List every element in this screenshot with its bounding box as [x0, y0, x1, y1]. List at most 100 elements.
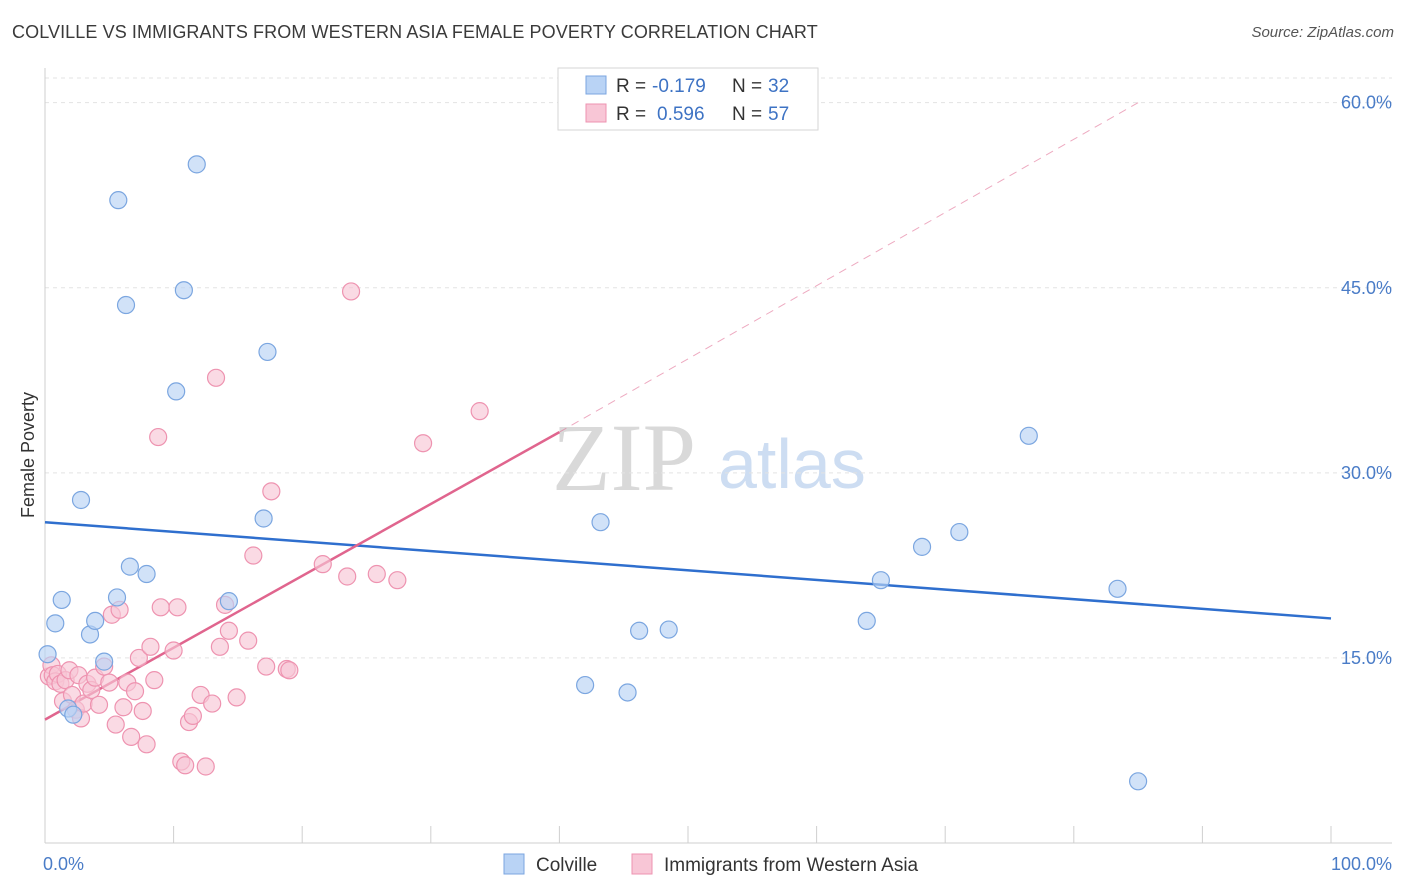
point-immigrants	[164, 641, 183, 660]
point-colville	[258, 342, 277, 362]
point-colville	[219, 592, 238, 611]
legend-r-label-colville: R =	[616, 76, 646, 97]
axes: 15.0% 30.0% 45.0% 60.0% 0.0% 100.0%	[43, 68, 1392, 874]
point-immigrants	[341, 282, 361, 301]
legend-swatch-immigrants	[585, 103, 607, 123]
point-colville	[1128, 772, 1148, 791]
legend-n-value-immigrants: 57	[768, 104, 789, 125]
legend-r-label-immigrants: R =	[616, 104, 646, 125]
point-immigrants	[203, 694, 222, 713]
y-tick-label: 60.0%	[1341, 93, 1392, 113]
trend-line-immigrants	[44, 431, 561, 721]
chart-title: COLVILLE VS IMMIGRANTS FROM WESTERN ASIA…	[12, 22, 818, 42]
legend-n-label-colville: N =	[732, 76, 762, 97]
y-axis-title: Female Poverty	[18, 392, 38, 518]
point-colville	[591, 513, 610, 532]
point-immigrants	[262, 482, 281, 501]
series-legend: Colville Immigrants from Western Asia	[503, 853, 919, 876]
bottom-legend-label-colville: Colville	[536, 855, 597, 876]
grid-lines	[45, 77, 1392, 659]
legend-r-value-immigrants: 0.596	[657, 104, 705, 125]
point-immigrants	[338, 567, 357, 586]
point-immigrants	[239, 631, 258, 650]
point-immigrants	[176, 756, 195, 775]
x-tick-label-min: 0.0%	[43, 854, 84, 874]
legend-n-value-colville: 32	[768, 76, 789, 97]
point-colville	[1108, 579, 1127, 598]
legend-n-label-immigrants: N =	[732, 104, 762, 125]
point-colville	[254, 509, 273, 528]
point-immigrants	[151, 598, 170, 617]
y-tick-label: 15.0%	[1341, 648, 1392, 668]
bottom-legend-swatch-immigrants	[631, 853, 653, 875]
point-immigrants	[122, 727, 141, 746]
point-immigrants	[183, 706, 202, 726]
bottom-legend-label-immigrants: Immigrants from Western Asia	[664, 855, 919, 876]
point-immigrants	[89, 695, 109, 714]
point-colville	[618, 683, 637, 702]
x-tick-label-max: 100.0%	[1331, 854, 1392, 874]
point-colville	[107, 588, 127, 607]
point-colville	[52, 590, 71, 610]
point-colville	[71, 490, 91, 510]
legend-r-value-colville: -0.179	[652, 76, 706, 97]
point-colville	[116, 295, 136, 315]
point-immigrants	[141, 637, 160, 656]
point-colville	[109, 191, 128, 210]
point-immigrants	[413, 434, 433, 453]
point-colville	[871, 571, 891, 590]
point-colville	[857, 611, 876, 631]
point-colville	[86, 611, 105, 631]
point-immigrants	[168, 598, 187, 617]
point-immigrants	[133, 701, 152, 721]
point-immigrants	[219, 621, 238, 640]
point-immigrants	[145, 671, 164, 690]
point-immigrants	[367, 564, 386, 584]
point-immigrants	[244, 546, 263, 565]
point-immigrants	[313, 555, 332, 574]
point-immigrants	[149, 427, 168, 447]
point-colville	[120, 557, 139, 576]
trend-lines	[44, 102, 1332, 721]
point-colville	[630, 621, 649, 640]
point-immigrants	[280, 661, 299, 680]
point-immigrants	[470, 402, 489, 421]
point-immigrants	[106, 715, 125, 734]
point-immigrants	[257, 657, 276, 676]
point-colville	[95, 652, 114, 671]
point-colville	[576, 675, 595, 695]
point-immigrants	[196, 757, 215, 776]
point-colville	[64, 705, 83, 724]
point-immigrants	[114, 698, 133, 717]
data-points	[38, 155, 1148, 791]
trend-line-colville	[44, 520, 1332, 620]
watermark-atlas: atlas	[718, 425, 866, 503]
watermark-zip: ZIP	[552, 404, 696, 511]
bottom-legend-swatch-colville	[503, 853, 525, 875]
point-immigrants	[388, 571, 407, 590]
point-colville	[167, 382, 186, 401]
source-label: Source: ZipAtlas.com	[1251, 24, 1394, 41]
point-colville	[137, 564, 156, 584]
y-tick-label: 30.0%	[1341, 463, 1392, 483]
point-colville	[187, 155, 206, 174]
point-immigrants	[100, 673, 119, 692]
point-colville	[950, 522, 969, 542]
point-immigrants	[210, 637, 229, 656]
watermark: ZIP atlas	[552, 404, 866, 511]
y-tick-label: 45.0%	[1341, 278, 1392, 298]
point-colville	[659, 620, 678, 639]
point-colville	[46, 614, 65, 633]
point-immigrants	[227, 688, 246, 707]
point-colville	[174, 281, 193, 300]
correlation-legend: R = -0.179 N = 32 R = 0.596 N = 57	[557, 67, 819, 131]
trend-extension-immigrants	[559, 102, 1139, 433]
point-colville	[1019, 426, 1038, 445]
legend-swatch-colville	[585, 75, 607, 95]
point-immigrants	[206, 368, 226, 387]
point-immigrants	[137, 735, 156, 754]
point-colville	[912, 537, 932, 556]
point-colville	[38, 645, 57, 664]
point-immigrants	[125, 682, 145, 701]
